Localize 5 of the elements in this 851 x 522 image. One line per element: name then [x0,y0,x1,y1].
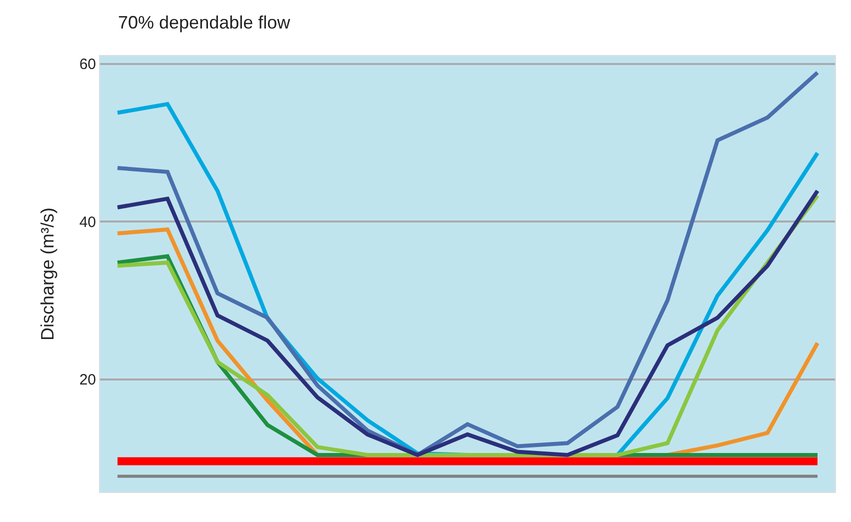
y-tick-label: 60 [79,56,96,74]
y-tick-label: 40 [79,214,96,231]
y-tick-label: 20 [79,372,96,388]
chart-title: 70% dependable flow [118,12,292,32]
y-axis-title: Discharge (m³/s) [38,207,58,341]
